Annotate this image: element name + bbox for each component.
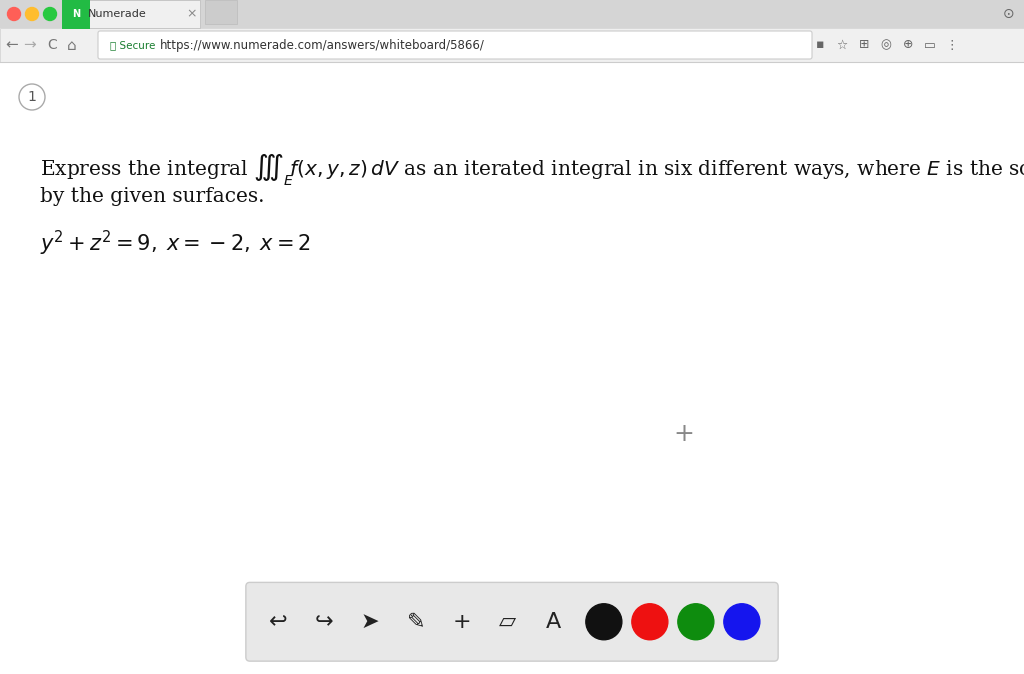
Text: ⋮: ⋮ [946, 38, 958, 51]
Text: ▱: ▱ [500, 612, 516, 632]
FancyBboxPatch shape [205, 0, 237, 24]
Text: ➤: ➤ [360, 612, 379, 632]
Text: ↩: ↩ [268, 612, 287, 632]
Circle shape [632, 604, 668, 640]
Text: →: → [24, 38, 37, 53]
Text: Numerade: Numerade [88, 9, 146, 19]
Text: ⊕: ⊕ [903, 38, 913, 51]
Text: +: + [453, 612, 471, 632]
FancyBboxPatch shape [0, 62, 1024, 674]
FancyBboxPatch shape [0, 28, 1024, 62]
Text: ⌂: ⌂ [68, 38, 77, 53]
Text: by the given surfaces.: by the given surfaces. [40, 187, 264, 206]
Text: ✎: ✎ [407, 612, 425, 632]
Text: ↪: ↪ [314, 612, 333, 632]
FancyBboxPatch shape [246, 582, 778, 661]
Circle shape [678, 604, 714, 640]
Text: Express the integral $\iiint_E\! f(x, y, z)\, dV$ as an iterated integral in six: Express the integral $\iiint_E\! f(x, y,… [40, 152, 1024, 189]
Circle shape [43, 7, 56, 20]
FancyBboxPatch shape [98, 31, 812, 59]
Text: +: + [674, 422, 694, 446]
Text: ×: × [186, 7, 198, 20]
Text: https://www.numerade.com/answers/whiteboard/5866/: https://www.numerade.com/answers/whitebo… [160, 38, 485, 51]
Text: 1: 1 [28, 90, 37, 104]
Text: ☆: ☆ [837, 38, 848, 51]
Text: ⊙: ⊙ [1002, 7, 1014, 21]
Text: $y^2 + z^2 = 9,\; x = -2,\; x = 2$: $y^2 + z^2 = 9,\; x = -2,\; x = 2$ [40, 229, 311, 258]
Text: ◎: ◎ [881, 38, 892, 51]
FancyBboxPatch shape [0, 0, 1024, 28]
Text: C: C [47, 38, 57, 52]
Text: A: A [546, 612, 561, 632]
Text: ←: ← [5, 38, 18, 53]
Circle shape [586, 604, 622, 640]
Circle shape [7, 7, 20, 20]
FancyBboxPatch shape [66, 0, 200, 28]
Text: ⊞: ⊞ [859, 38, 869, 51]
Text: N: N [72, 9, 80, 19]
Text: ▭: ▭ [924, 38, 936, 51]
Circle shape [26, 7, 39, 20]
Text: ▪: ▪ [816, 38, 824, 51]
Text: 🔒 Secure: 🔒 Secure [110, 40, 156, 50]
Circle shape [724, 604, 760, 640]
